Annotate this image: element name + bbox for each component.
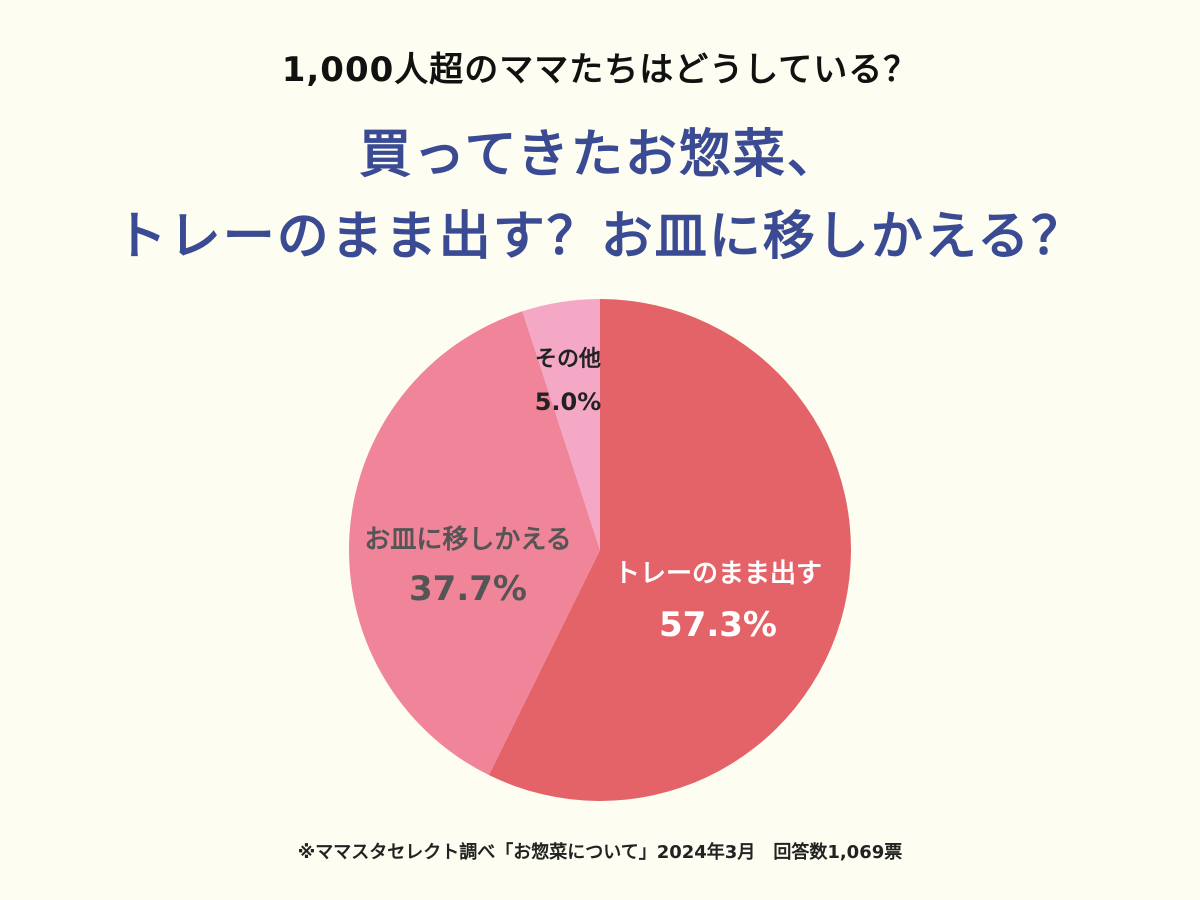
pie-slice-3 — [522, 299, 600, 550]
pie-slice-2 — [349, 311, 600, 776]
source-note: ※ママスタセレクト調べ「お惣菜について」2024年3月 回答数1,069票 — [297, 842, 903, 863]
slice-label-3: その他 — [535, 347, 601, 372]
slice-label-2: お皿に移しかえる — [364, 525, 571, 555]
page-title-line-1: 買ってきたお惣菜、 — [359, 125, 841, 185]
slice-value-2: 37.7% — [409, 569, 527, 609]
pie-slice-1 — [488, 299, 851, 801]
page-subtitle: 1,000人超のママたちはどうしている？ — [281, 50, 919, 90]
slice-label-1: トレーのまま出す — [614, 559, 822, 589]
slice-value-3: 5.0% — [535, 388, 602, 416]
page-title-line-2: トレーのまま出す？お皿に移しかえる？ — [114, 207, 1086, 267]
slice-value-1: 57.3% — [659, 605, 777, 645]
